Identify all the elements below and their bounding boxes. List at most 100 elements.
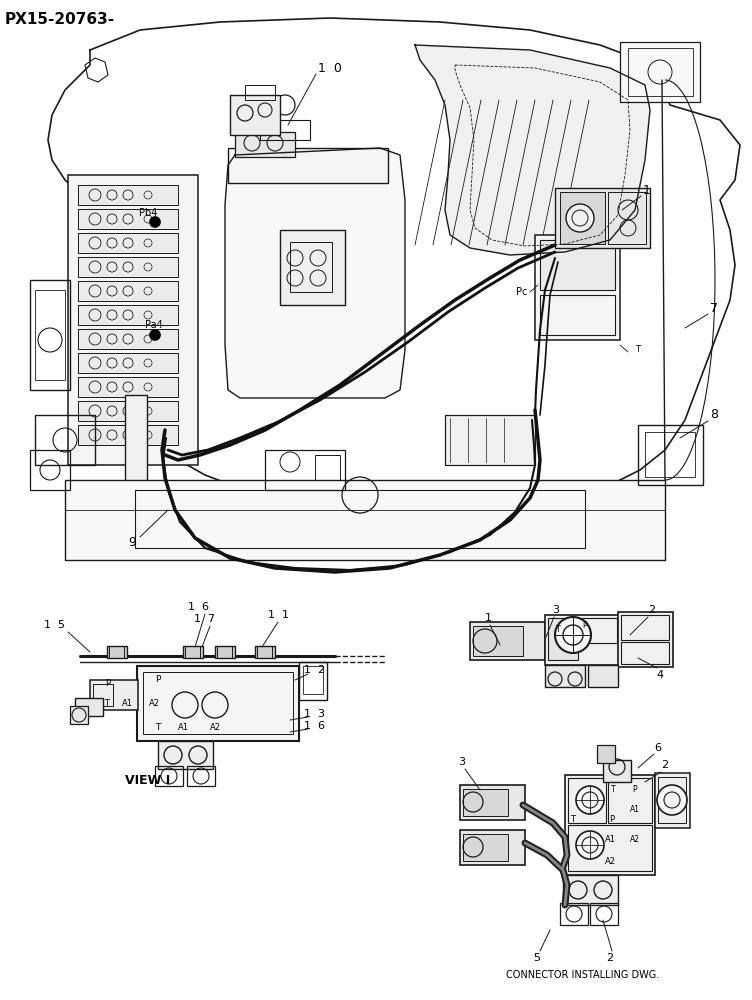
Text: 2: 2 <box>606 953 614 963</box>
Bar <box>290 242 332 292</box>
Bar <box>608 192 646 244</box>
Bar <box>30 280 70 390</box>
Text: T: T <box>571 816 575 824</box>
Bar <box>235 132 295 157</box>
Text: 5: 5 <box>533 953 541 963</box>
Text: Pc: Pc <box>516 287 527 297</box>
Bar <box>78 329 178 349</box>
Bar <box>603 760 631 782</box>
Bar <box>470 622 545 660</box>
Polygon shape <box>225 148 405 398</box>
Text: A1: A1 <box>605 836 615 844</box>
Polygon shape <box>415 45 650 255</box>
Text: T: T <box>556 626 560 635</box>
Bar <box>303 666 323 694</box>
Bar <box>540 240 615 290</box>
Text: A1: A1 <box>630 806 640 814</box>
Bar <box>255 646 275 658</box>
Bar <box>608 778 652 823</box>
Bar <box>78 353 178 373</box>
Bar <box>78 257 178 277</box>
Bar <box>620 42 700 102</box>
Bar <box>555 188 650 248</box>
Bar <box>155 766 183 786</box>
Text: 4: 4 <box>656 670 663 680</box>
Text: 1  1: 1 1 <box>268 610 289 620</box>
Bar <box>245 85 275 100</box>
Text: CONNECTOR INSTALLING DWG.: CONNECTOR INSTALLING DWG. <box>506 970 660 980</box>
Bar <box>78 401 178 421</box>
Text: 1  0: 1 0 <box>318 62 342 75</box>
Text: 2: 2 <box>648 605 656 615</box>
Bar <box>158 741 213 769</box>
Bar <box>78 185 178 205</box>
Bar <box>78 233 178 253</box>
Text: P: P <box>105 680 111 688</box>
Bar <box>280 230 345 305</box>
Bar <box>568 825 652 871</box>
Bar <box>621 642 669 664</box>
Bar <box>581 618 617 643</box>
Bar <box>228 148 388 183</box>
Bar <box>215 646 235 658</box>
Bar <box>460 830 525 865</box>
Text: P: P <box>583 620 587 630</box>
Bar <box>90 680 138 710</box>
Bar <box>658 777 686 823</box>
Bar <box>93 684 113 706</box>
Bar <box>299 662 327 700</box>
Bar <box>560 192 605 244</box>
Bar <box>460 785 525 820</box>
Text: 6: 6 <box>654 743 662 753</box>
Bar <box>548 618 578 660</box>
Text: 1: 1 <box>643 184 651 196</box>
Bar <box>78 377 178 397</box>
Bar <box>655 773 690 828</box>
Text: A2: A2 <box>210 722 220 732</box>
Circle shape <box>150 330 160 340</box>
Bar <box>143 672 293 734</box>
Bar <box>75 698 103 716</box>
Text: T: T <box>105 700 110 708</box>
Bar <box>588 665 618 687</box>
Text: T: T <box>156 722 161 732</box>
Bar <box>35 415 95 465</box>
Bar <box>30 450 70 490</box>
Bar <box>560 903 588 925</box>
Text: A1: A1 <box>177 722 189 732</box>
Bar <box>78 281 178 301</box>
Polygon shape <box>48 18 740 510</box>
Bar <box>187 766 215 786</box>
Circle shape <box>555 617 591 653</box>
Text: PX15-20763-: PX15-20763- <box>5 12 115 27</box>
Bar <box>545 665 585 687</box>
Bar <box>260 120 310 140</box>
Circle shape <box>150 217 160 227</box>
Bar <box>590 903 618 925</box>
Text: 1  6: 1 6 <box>305 721 326 731</box>
Bar <box>137 666 299 741</box>
Text: 7: 7 <box>710 302 718 314</box>
Bar <box>545 615 620 665</box>
Bar <box>35 290 65 380</box>
Bar <box>78 425 178 445</box>
Text: 9: 9 <box>128 536 136 550</box>
Bar <box>65 480 665 560</box>
Bar <box>68 175 198 465</box>
Text: 1  3: 1 3 <box>305 709 326 719</box>
Text: 1  5: 1 5 <box>44 620 65 630</box>
Text: 3: 3 <box>553 605 559 615</box>
Bar <box>125 395 147 515</box>
Bar <box>540 295 615 335</box>
Bar <box>568 778 606 823</box>
Text: Pb4: Pb4 <box>139 208 157 218</box>
Bar <box>645 432 695 477</box>
Circle shape <box>576 831 604 859</box>
Bar <box>565 775 655 875</box>
Bar <box>78 305 178 325</box>
Bar <box>78 209 178 229</box>
Text: 1: 1 <box>484 613 492 623</box>
Circle shape <box>657 785 687 815</box>
Text: 2: 2 <box>662 760 669 770</box>
Text: P: P <box>609 816 614 824</box>
